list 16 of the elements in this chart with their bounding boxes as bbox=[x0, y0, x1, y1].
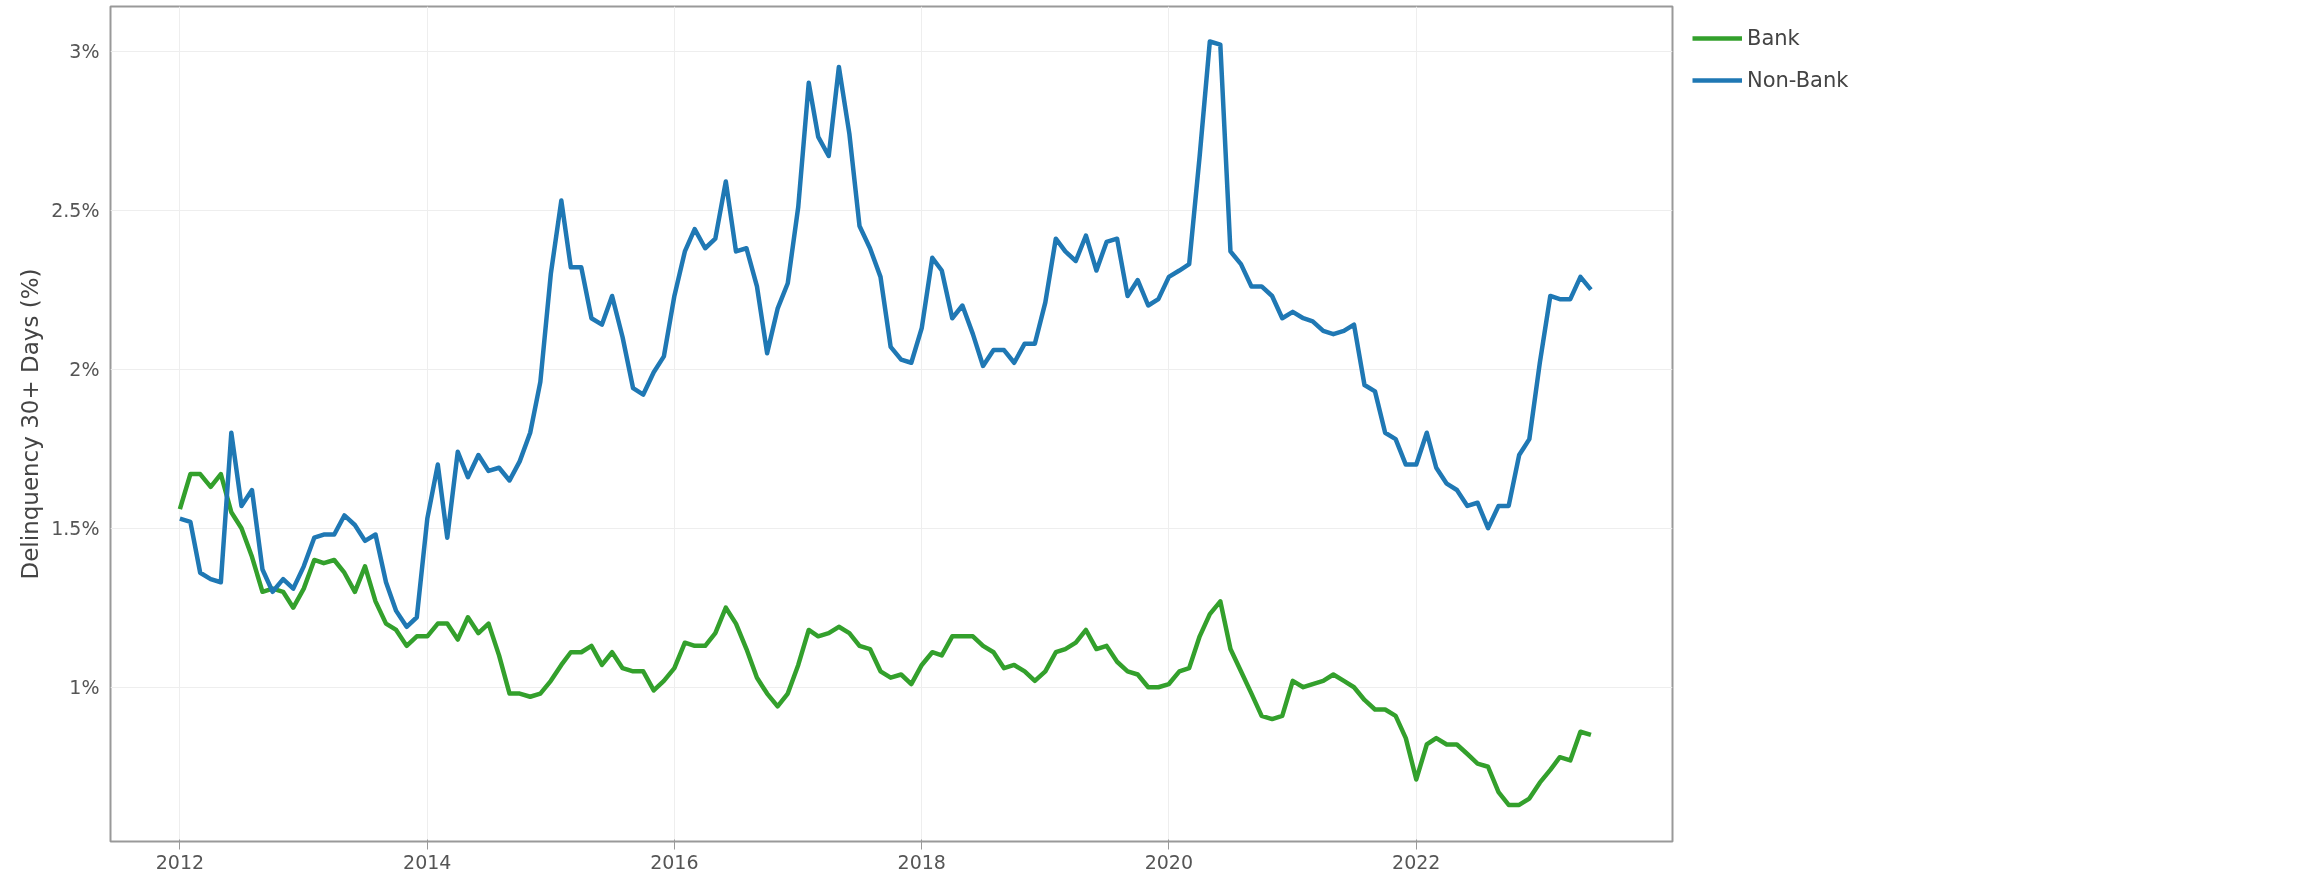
x-tick-label: 2012 bbox=[155, 850, 205, 873]
y-axis-title: Delinquency 30+ Days (%) bbox=[17, 268, 44, 580]
y-tick-label: 2% bbox=[69, 358, 100, 381]
x-tick-label: 2018 bbox=[897, 850, 946, 873]
x-tick-label: 2016 bbox=[650, 850, 699, 873]
x-tick-label: 2022 bbox=[1392, 850, 1441, 873]
y-tick-label: 1% bbox=[69, 676, 100, 699]
legend-label: Bank bbox=[1747, 26, 1800, 50]
y-tick-label: 1.5% bbox=[51, 517, 100, 540]
x-tick-label: 2014 bbox=[403, 850, 452, 873]
x-tick-label: 2020 bbox=[1144, 850, 1194, 873]
line-series bbox=[177, 471, 1594, 808]
legend-label: Non-Bank bbox=[1747, 68, 1849, 92]
y-tick-label: 2.5% bbox=[51, 199, 100, 222]
y-tick-label: 3% bbox=[69, 40, 100, 63]
line-series bbox=[177, 39, 1594, 630]
